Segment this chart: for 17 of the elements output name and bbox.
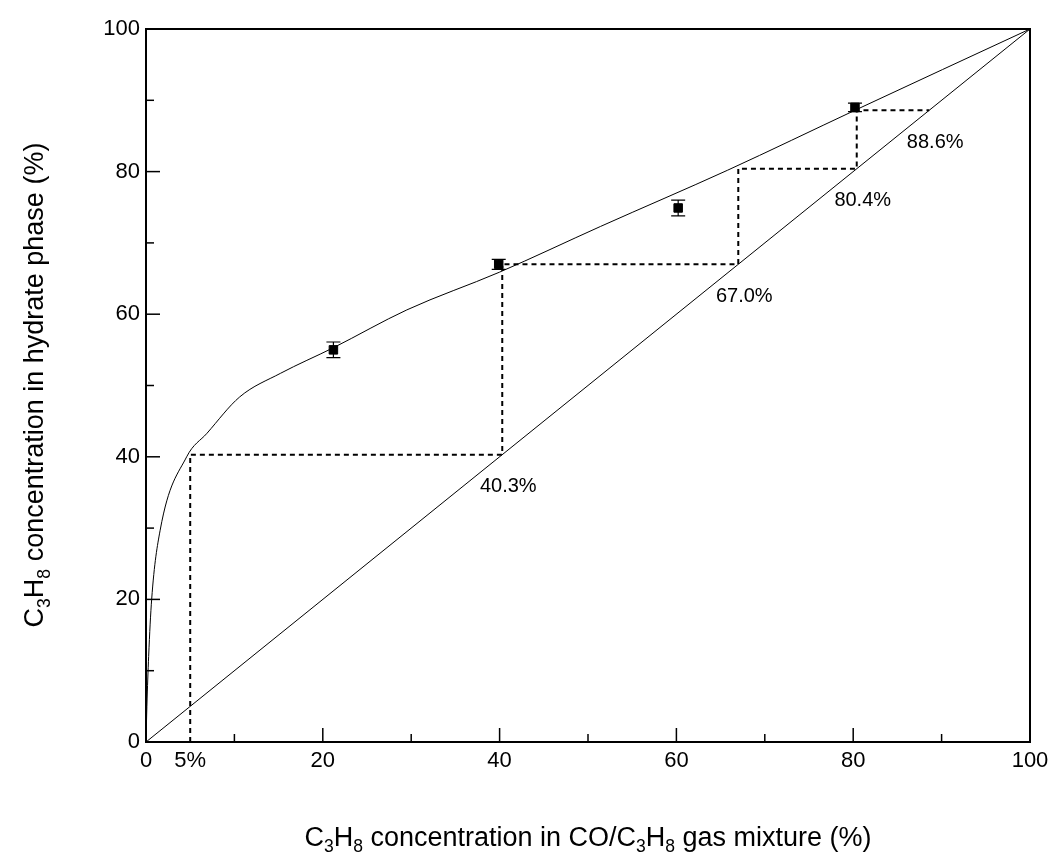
annotation: 40.3%: [479, 474, 537, 497]
annotation: 88.6%: [906, 129, 964, 152]
y-tick-label: 60: [115, 300, 140, 326]
annotation: 80.4%: [834, 188, 892, 211]
y-tick-label: 40: [115, 442, 140, 468]
x-tick-label: 100: [1011, 747, 1049, 773]
x-tick-label: 80: [840, 747, 866, 773]
x-tick-label: 20: [310, 747, 336, 773]
x-tick-label: 60: [664, 747, 689, 773]
x-tick-label: 40: [487, 747, 512, 773]
x-tick-label: 5%: [174, 747, 207, 773]
text: C$_{3}$H$_{8}$ concentration in CO/C$_{3}$H$_{8}$ gas mixture (%): [304, 822, 872, 857]
annotation: 67.0%: [715, 283, 773, 306]
y-tick-label: 80: [115, 157, 140, 183]
y-tick-label: 100: [103, 15, 140, 41]
y-tick-label: 20: [115, 585, 140, 611]
y-tick-label: 0: [127, 728, 140, 754]
